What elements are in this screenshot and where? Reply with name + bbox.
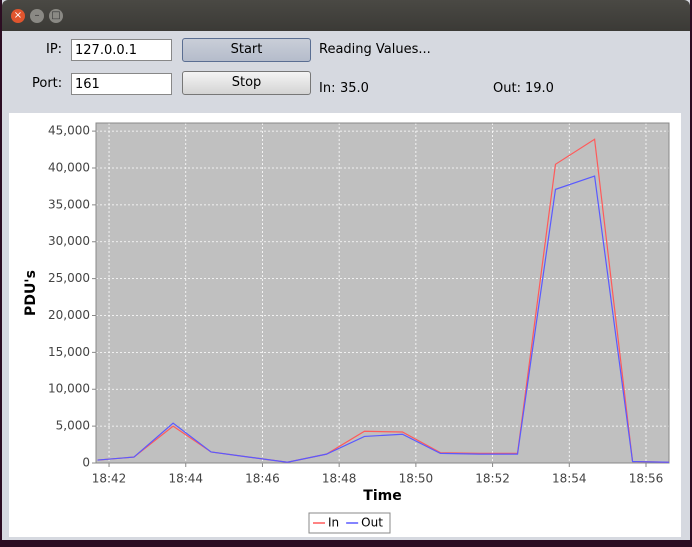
legend: In Out: [308, 512, 391, 534]
port-field[interactable]: 161: [71, 73, 172, 95]
x-tick-label: 18:56: [629, 472, 664, 486]
legend-label: In: [328, 516, 339, 530]
x-tick-label: 18:48: [322, 472, 357, 486]
series-line: [97, 138, 670, 463]
x-tick-label: 18:44: [168, 472, 203, 486]
x-tick-label: 18:42: [92, 472, 127, 486]
status-text: Reading Values...: [319, 42, 431, 57]
y-tick-label: 10,000: [48, 382, 90, 396]
y-tick-label: 40,000: [48, 160, 90, 174]
port-label: Port:: [32, 76, 63, 91]
chart: 0 5,000 10,000 15,000 20,000 25,000 30,000 35,0…: [9, 113, 681, 537]
close-button[interactable]: ×: [11, 9, 25, 23]
x-tick-label: 18:54: [552, 472, 587, 486]
start-button[interactable]: Start: [182, 38, 311, 62]
stop-button[interactable]: Stop: [182, 71, 311, 95]
maximize-button[interactable]: □: [49, 9, 63, 23]
plot-border: [95, 122, 670, 464]
y-tick-label: 45,000: [48, 124, 90, 138]
series-line: [97, 175, 670, 463]
y-tick-label: 5,000: [56, 419, 90, 433]
y-tick-label: 25,000: [48, 271, 90, 285]
ip-field[interactable]: 127.0.0.1: [71, 39, 172, 61]
title-bar: × – □: [2, 0, 690, 31]
minimize-button[interactable]: –: [30, 9, 44, 23]
y-axis-label: PDU's: [23, 270, 39, 316]
x-tick-label: 18:46: [245, 472, 280, 486]
plot-area: [96, 123, 669, 463]
y-tick-label: 0: [82, 456, 90, 470]
x-axis-label: Time: [363, 488, 401, 504]
x-tick-label: 18:50: [399, 472, 434, 486]
out-value: 19.0: [525, 81, 554, 96]
x-tick-label: 18:52: [475, 472, 510, 486]
y-tick-label: 15,000: [48, 345, 90, 359]
legend-label: Out: [361, 516, 383, 530]
y-tick-label: 20,000: [48, 308, 90, 322]
in-value: 35.0: [340, 81, 369, 96]
y-tick-label: 30,000: [48, 234, 90, 248]
out-label: Out:: [493, 81, 521, 96]
in-label: In:: [319, 81, 336, 96]
y-tick-label: 35,000: [48, 197, 90, 211]
ip-label: IP:: [46, 42, 63, 57]
